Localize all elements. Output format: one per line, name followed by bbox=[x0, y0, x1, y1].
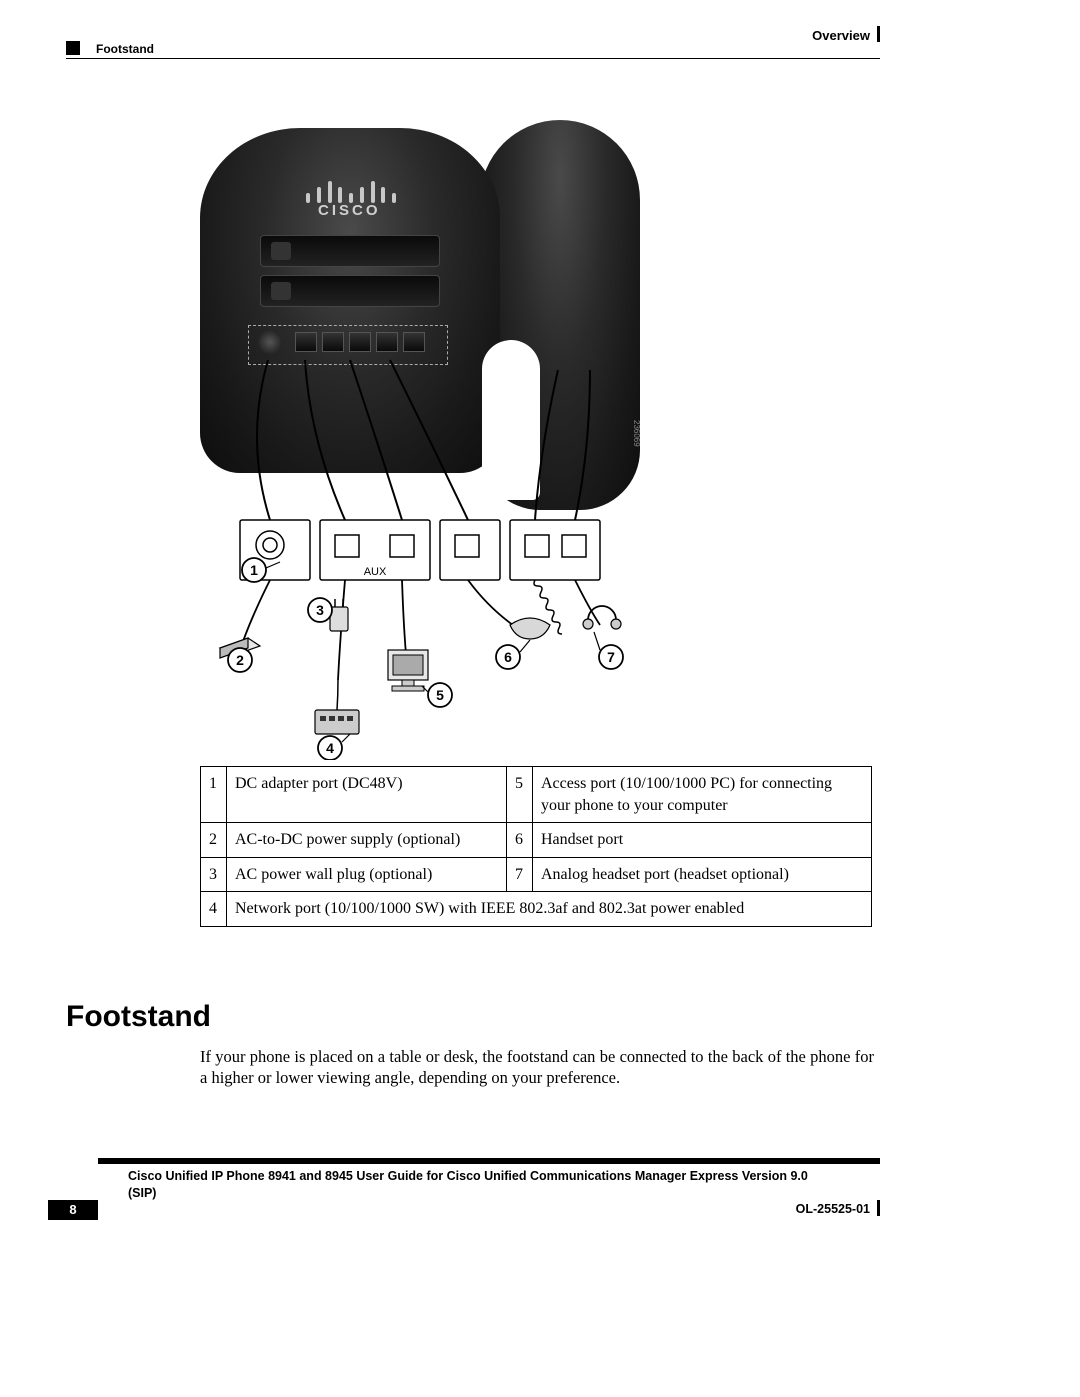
footer-doc-id: OL-25525-01 bbox=[796, 1202, 870, 1216]
table-row: 1 DC adapter port (DC48V) 5 Access port … bbox=[201, 767, 872, 823]
table-row: 3 AC power wall plug (optional) 7 Analog… bbox=[201, 857, 872, 892]
svg-text:6: 6 bbox=[504, 649, 512, 665]
cell-num: 2 bbox=[201, 823, 227, 858]
cell-num: 3 bbox=[201, 857, 227, 892]
footer-rule bbox=[98, 1158, 880, 1164]
cell-num: 7 bbox=[507, 857, 533, 892]
table-row: 4 Network port (10/100/1000 SW) with IEE… bbox=[201, 892, 872, 927]
connection-diagram-svg: AUX bbox=[190, 120, 660, 760]
svg-text:2: 2 bbox=[236, 652, 244, 668]
cell-num: 5 bbox=[507, 767, 533, 823]
table-row: 2 AC-to-DC power supply (optional) 6 Han… bbox=[201, 823, 872, 858]
cell-desc: Analog headset port (headset optional) bbox=[533, 857, 872, 892]
cell-num: 4 bbox=[201, 892, 227, 927]
header-rule bbox=[66, 58, 880, 59]
header-section-label: Footstand bbox=[96, 42, 154, 56]
footer-right-bar bbox=[877, 1200, 880, 1216]
cell-desc: AC-to-DC power supply (optional) bbox=[227, 823, 507, 858]
cell-num: 6 bbox=[507, 823, 533, 858]
svg-text:7: 7 bbox=[607, 649, 615, 665]
cell-num: 1 bbox=[201, 767, 227, 823]
port-callout-table: 1 DC adapter port (DC48V) 5 Access port … bbox=[200, 766, 872, 927]
svg-text:1: 1 bbox=[250, 562, 258, 578]
footer-doc-title: Cisco Unified IP Phone 8941 and 8945 Use… bbox=[128, 1168, 830, 1202]
svg-text:3: 3 bbox=[316, 602, 324, 618]
cell-desc: Access port (10/100/1000 PC) for connect… bbox=[533, 767, 872, 823]
section-body-footstand: If your phone is placed on a table or de… bbox=[200, 1046, 874, 1088]
cell-desc: Network port (10/100/1000 SW) with IEEE … bbox=[227, 892, 872, 927]
header-chapter-label: Overview bbox=[812, 28, 870, 43]
svg-text:5: 5 bbox=[436, 687, 444, 703]
svg-text:4: 4 bbox=[326, 740, 334, 756]
header-right-bar bbox=[877, 26, 880, 42]
phone-connections-figure: CISCO 236069 AUX bbox=[200, 120, 660, 760]
section-heading-footstand: Footstand bbox=[66, 1000, 211, 1034]
cell-desc: DC adapter port (DC48V) bbox=[227, 767, 507, 823]
footer-page-number: 8 bbox=[48, 1200, 98, 1220]
cell-desc: Handset port bbox=[533, 823, 872, 858]
header-marker-square bbox=[66, 41, 80, 55]
cell-desc: AC power wall plug (optional) bbox=[227, 857, 507, 892]
svg-text:AUX: AUX bbox=[364, 566, 387, 578]
